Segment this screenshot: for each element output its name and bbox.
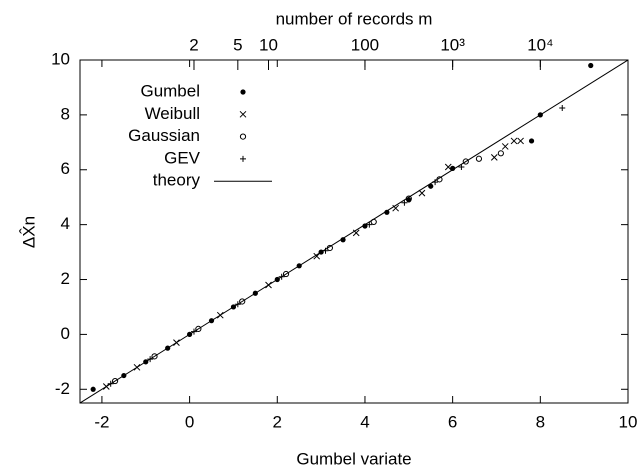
point [362, 223, 368, 229]
point [497, 150, 504, 157]
point [282, 270, 290, 278]
point [340, 237, 346, 243]
x-tick-label: 0 [185, 412, 194, 431]
top-tick-label: 5 [233, 35, 242, 54]
legend-marker [239, 110, 247, 118]
y-tick-label: 10 [51, 49, 70, 68]
x-tick-label: 8 [536, 412, 545, 431]
plot-area [80, 60, 628, 403]
x-axis-label: Gumbel variate [296, 449, 411, 468]
point [458, 164, 465, 171]
point [111, 377, 119, 385]
point [444, 163, 452, 171]
x-tick-label: -2 [94, 412, 109, 431]
top-tick-label: 10⁴ [527, 35, 553, 54]
top-axis-label: number of records m [276, 9, 433, 28]
point [490, 154, 498, 161]
point [428, 183, 434, 189]
point [313, 252, 321, 260]
point [366, 221, 373, 228]
y-tick-label: 4 [61, 214, 70, 233]
legend-marker [240, 155, 246, 162]
point [151, 353, 158, 360]
legend-marker [240, 89, 246, 95]
y-tick-label: 6 [61, 159, 70, 178]
x-tick-label: 10 [619, 412, 638, 431]
y-tick-label: -2 [55, 379, 70, 398]
top-tick-label: 10³ [440, 35, 465, 54]
point [401, 199, 408, 206]
top-tick-label: 2 [189, 35, 198, 54]
point [462, 158, 469, 165]
point [195, 325, 202, 333]
point [239, 298, 246, 305]
point [352, 229, 360, 237]
point [90, 386, 96, 392]
point [510, 137, 518, 145]
top-tick-label: 10 [259, 35, 278, 54]
point [418, 189, 426, 197]
legend-marker [239, 133, 247, 140]
legend-label: Weibull [145, 104, 200, 123]
theory-line [80, 60, 628, 403]
point [384, 209, 390, 215]
legend-label: Gaussian [128, 126, 200, 145]
legend-label: GEV [164, 148, 201, 167]
top-tick-label: 100 [351, 35, 379, 54]
point [559, 105, 566, 112]
point [392, 204, 400, 212]
plot-frame [79, 59, 629, 404]
y-axis-label: ΔX̂n [19, 216, 39, 248]
x-tick-label: 2 [273, 412, 282, 431]
x-tick-label: 6 [448, 412, 457, 431]
y-tick-label: 8 [61, 104, 70, 123]
x-tick-label: 4 [360, 412, 369, 431]
legend-label: Gumbel [140, 81, 200, 100]
point [517, 137, 524, 145]
point [475, 155, 483, 162]
point [528, 138, 535, 144]
y-tick-label: 0 [61, 324, 70, 343]
y-tick-label: 2 [61, 269, 70, 288]
point [588, 62, 594, 69]
point [501, 143, 509, 150]
legend-label: theory [153, 171, 201, 190]
